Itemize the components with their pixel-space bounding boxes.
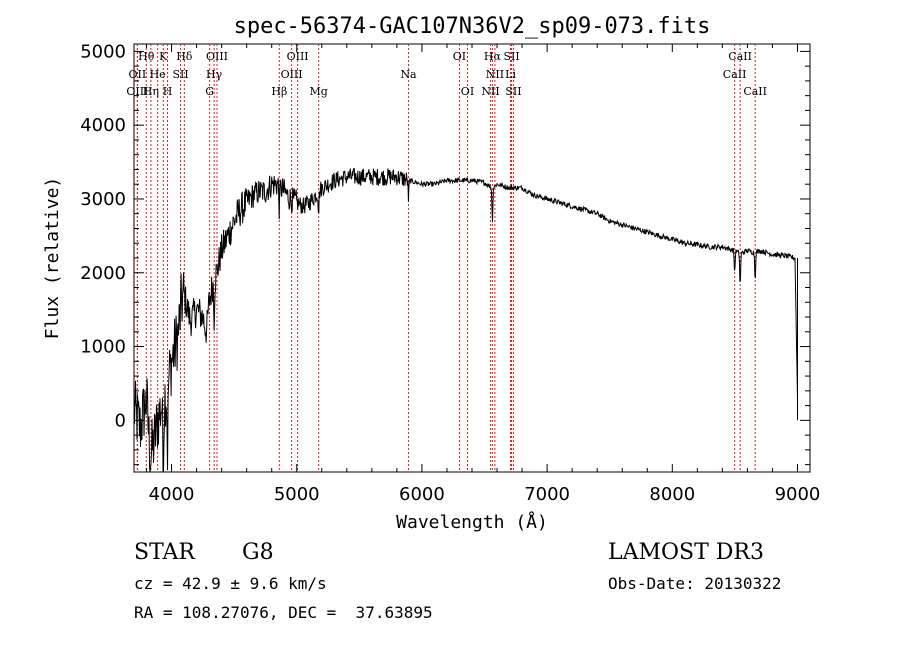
marker-label: OIII: [206, 50, 228, 63]
spectrum-line: [133, 168, 798, 473]
marker-label: Hα: [484, 50, 502, 63]
marker-label: Na: [400, 68, 417, 81]
y-tick-label: 4000: [80, 115, 126, 136]
marker-label: SII: [503, 50, 519, 63]
marker-label: Li: [505, 68, 516, 81]
coordinates-text: RA = 108.27076, DEC = 37.63895: [134, 603, 433, 622]
marker-label: G: [205, 85, 214, 98]
marker-label: NII: [481, 85, 499, 98]
redshift-text: cz = 42.9 ± 9.6 km/s: [134, 574, 327, 593]
marker-label: OII: [129, 68, 147, 81]
marker-label: K: [159, 50, 168, 63]
marker-label: Hδ: [176, 50, 193, 63]
marker-label: CaII: [728, 50, 752, 63]
object-class: STAR: [134, 540, 195, 565]
y-axis-label: Flux (relative): [42, 177, 63, 340]
obs-date-text: Obs-Date: 20130322: [608, 574, 782, 593]
marker-label: OIII: [281, 68, 303, 81]
marker-label: CaII: [743, 85, 767, 98]
spectral-line-markers: [136, 44, 756, 472]
x-tick-label: 9000: [775, 484, 821, 505]
marker-label: OI: [453, 50, 466, 63]
survey-name: LAMOST DR3: [608, 540, 764, 565]
x-tick-label: 7000: [524, 484, 570, 505]
marker-label: Mg: [309, 85, 327, 98]
marker-label: CaII: [723, 68, 747, 81]
marker-label: Hγ: [206, 68, 223, 81]
y-tick-label: 1000: [80, 337, 126, 358]
y-tick-label: 5000: [80, 41, 126, 62]
marker-label: H: [163, 85, 173, 98]
marker-label: SII: [505, 85, 521, 98]
marker-label: OI: [461, 85, 474, 98]
marker-label: OIII: [126, 85, 148, 98]
marker-label: Hβ: [271, 85, 287, 98]
y-axis-ticks: 0 1000 2000 3000 4000 5000: [80, 41, 810, 466]
x-axis-ticks: 4000 5000 6000 7000 8000 9000: [146, 44, 821, 505]
y-tick-label: 2000: [80, 263, 126, 284]
x-tick-label: 8000: [649, 484, 695, 505]
plot-frame: [133, 43, 811, 473]
marker-label: SII: [172, 68, 188, 81]
x-axis-label: Wavelength (Å): [396, 511, 548, 533]
marker-label: He: [150, 68, 166, 81]
x-tick-label: 5000: [274, 484, 320, 505]
marker-label: OIII: [287, 50, 309, 63]
marker-label: Hθ: [138, 50, 155, 63]
y-tick-label: 3000: [80, 189, 126, 210]
x-tick-label: 4000: [149, 484, 195, 505]
x-tick-label: 6000: [399, 484, 445, 505]
marker-label: NII: [486, 68, 504, 81]
object-subclass: G8: [242, 540, 274, 565]
chart-title: spec-56374-GAC107N36V2_sp09-073.fits: [234, 14, 711, 39]
y-tick-label: 0: [115, 410, 126, 431]
marker-label: Hη: [143, 85, 159, 98]
